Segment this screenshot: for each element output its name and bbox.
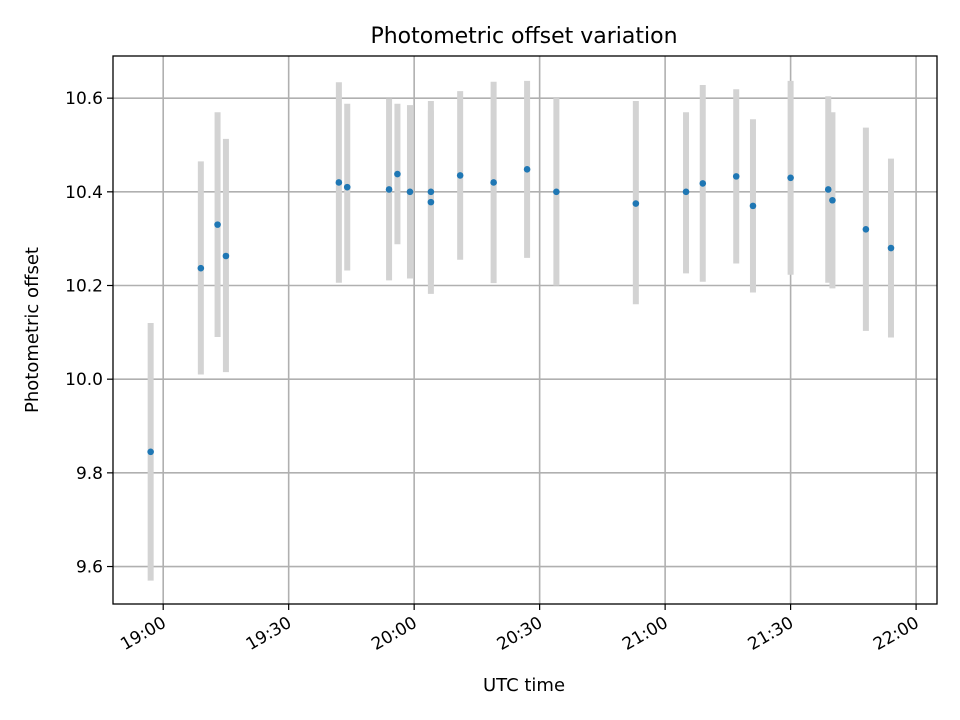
data-point	[427, 198, 435, 206]
x-tick-label: 21:30	[745, 613, 797, 655]
y-tick-label: 10.0	[65, 370, 103, 390]
data-point	[222, 252, 230, 260]
x-tick-label: 20:00	[368, 613, 420, 655]
data-point	[335, 179, 343, 186]
y-tick-label: 10.6	[65, 89, 103, 109]
data-point	[553, 188, 560, 196]
data-point	[523, 166, 531, 173]
data-point	[887, 244, 895, 252]
x-tick-label: 21:00	[619, 613, 671, 655]
x-axis-label: UTC time	[483, 675, 565, 696]
data-point	[829, 196, 836, 204]
y-axis-ticks: 9.6 9.8 10.0 10.2 10.4 10.6	[65, 89, 113, 578]
data-point	[699, 180, 707, 187]
chart-title: Photometric offset variation	[370, 24, 677, 49]
x-tick-label: 20:30	[494, 613, 546, 655]
data-points	[147, 166, 895, 456]
data-point	[732, 173, 740, 180]
data-point	[197, 264, 205, 272]
data-point	[682, 188, 690, 196]
data-point	[456, 172, 464, 179]
y-tick-label: 9.8	[76, 464, 103, 484]
data-point	[343, 183, 351, 191]
data-point	[787, 174, 794, 182]
data-point	[490, 179, 497, 186]
data-point	[214, 221, 221, 228]
data-point	[632, 200, 640, 207]
y-tick-label: 9.6	[76, 558, 103, 578]
data-point	[406, 188, 414, 196]
data-point	[385, 186, 393, 193]
y-tick-label: 10.2	[65, 277, 103, 297]
y-tick-label: 10.4	[65, 183, 103, 203]
data-point	[749, 202, 757, 210]
data-point	[824, 186, 832, 193]
x-tick-label: 19:00	[117, 613, 169, 655]
error-bars	[147, 80, 894, 581]
x-tick-label: 22:00	[870, 613, 922, 655]
data-point	[427, 188, 435, 196]
x-tick-label: 19:30	[243, 613, 295, 655]
data-point	[147, 448, 154, 456]
data-point	[862, 225, 870, 233]
y-axis-label: Photometric offset	[22, 247, 43, 413]
axes-frame	[112, 55, 938, 605]
data-point	[394, 170, 401, 178]
x-axis-ticks: 19:00 19:30 20:00 20:30 21:00 21:30 22:00	[117, 604, 923, 655]
